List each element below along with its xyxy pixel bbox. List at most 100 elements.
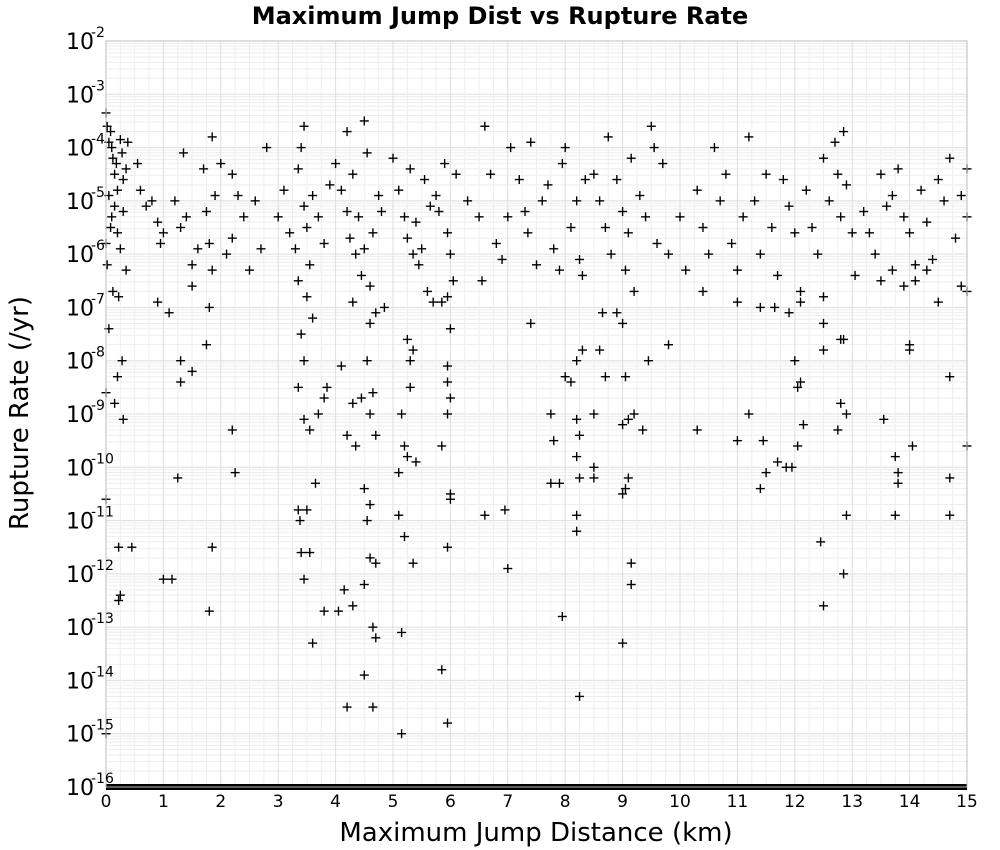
data-point (620, 372, 630, 382)
data-point (201, 340, 211, 350)
data-point (922, 217, 932, 227)
data-point (664, 249, 674, 259)
data-point (201, 207, 211, 217)
data-point (589, 462, 599, 472)
data-point (589, 169, 599, 179)
data-point (560, 143, 570, 153)
data-point (443, 292, 453, 302)
y-tick-label: 10 (66, 669, 94, 694)
data-point (135, 185, 145, 195)
data-point (443, 409, 453, 419)
data-point (658, 159, 668, 169)
data-point (626, 558, 636, 568)
data-point (348, 297, 358, 307)
data-point (199, 164, 209, 174)
data-point (356, 270, 366, 280)
data-point (227, 425, 237, 435)
data-point (790, 356, 800, 366)
data-point (589, 473, 599, 483)
data-point (819, 318, 828, 328)
data-point (204, 238, 214, 248)
data-point (922, 265, 932, 275)
data-point (945, 473, 955, 483)
data-point (296, 548, 306, 558)
data-point (744, 409, 754, 419)
y-tick-label: 10 (66, 723, 94, 748)
data-point (612, 175, 622, 185)
data-point (397, 627, 407, 637)
data-point (732, 297, 742, 307)
data-point (618, 489, 628, 499)
data-point (520, 207, 530, 217)
data-point (173, 473, 183, 483)
x-tick-label: 10 (669, 792, 691, 812)
data-point (345, 233, 355, 243)
data-point (216, 159, 226, 169)
data-point (595, 196, 605, 206)
data-point (153, 217, 163, 227)
data-point (112, 372, 122, 382)
data-point (279, 185, 289, 195)
data-point (549, 436, 559, 446)
data-point (434, 207, 444, 217)
data-point (905, 228, 915, 238)
data-point (336, 185, 346, 195)
data-point (437, 665, 447, 675)
data-point (351, 441, 361, 451)
data-point (882, 201, 892, 211)
data-point (600, 223, 610, 232)
data-point (572, 196, 582, 206)
data-point (506, 143, 516, 153)
data-point (503, 212, 513, 222)
data-point (133, 159, 143, 169)
x-tick-label: 6 (445, 792, 456, 812)
y-tick-label: 10 (66, 616, 94, 641)
data-point (422, 286, 432, 296)
data-point (839, 569, 849, 579)
data-point (123, 137, 133, 147)
data-point (368, 702, 378, 712)
data-point (417, 244, 427, 254)
data-point (819, 601, 828, 611)
data-point (141, 201, 151, 211)
data-point (377, 207, 387, 217)
data-point (910, 260, 920, 270)
data-point (399, 212, 409, 222)
data-point (299, 121, 309, 131)
data-point (374, 191, 384, 201)
data-point (445, 393, 455, 403)
data-point (887, 191, 897, 201)
y-tick-exponent: -11 (91, 505, 114, 521)
data-point (784, 201, 794, 211)
data-point (566, 377, 576, 387)
data-point (620, 484, 630, 494)
data-point (102, 121, 112, 131)
data-point (732, 265, 742, 275)
y-axis-label: Rupture Rate (/yr) (5, 296, 35, 530)
data-point (646, 121, 656, 131)
data-point (557, 611, 567, 621)
data-point (156, 238, 166, 248)
data-point (111, 159, 121, 169)
data-point (296, 329, 306, 339)
data-point (348, 169, 358, 179)
data-point (606, 249, 616, 259)
data-point (308, 313, 318, 323)
data-point (302, 292, 312, 302)
data-point (368, 622, 378, 632)
data-point (899, 281, 909, 291)
data-point (600, 372, 610, 382)
data-point (405, 382, 415, 392)
data-point (572, 414, 582, 424)
data-point (114, 542, 124, 552)
data-point (575, 473, 585, 483)
y-tick-exponent: -15 (91, 718, 114, 734)
data-point (755, 249, 765, 259)
data-point (351, 249, 361, 259)
data-point (325, 180, 335, 190)
data-point (755, 484, 765, 494)
data-point (839, 127, 849, 137)
data-point (580, 175, 590, 185)
data-point (738, 212, 748, 222)
data-point (299, 574, 309, 584)
